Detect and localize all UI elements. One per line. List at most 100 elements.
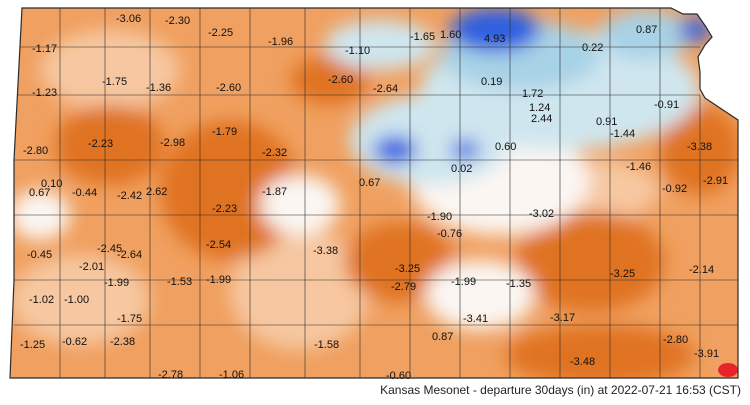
station-value: -1.79 <box>212 126 237 138</box>
station-value: -2.30 <box>165 15 190 27</box>
station-value: 0.91 <box>596 116 617 128</box>
station-value: -1.96 <box>268 36 293 48</box>
station-value: 1.72 <box>522 88 543 100</box>
station-value: -1.17 <box>32 43 57 55</box>
near-normal-region <box>260 175 340 235</box>
station-value: -2.45 <box>97 243 122 255</box>
station-value: -1.90 <box>427 211 452 223</box>
light-dry-region <box>40 30 180 110</box>
station-value: -1.02 <box>29 294 54 306</box>
station-value: -3.41 <box>463 313 488 325</box>
station-value: -2.64 <box>117 249 142 261</box>
station-value: -1.00 <box>64 294 89 306</box>
map-caption: Kansas Mesonet - departure 30days (in) a… <box>380 383 741 397</box>
strong-dry-region <box>160 120 300 260</box>
station-value: 1.24 <box>529 102 550 114</box>
station-value: -2.01 <box>79 261 104 273</box>
station-value: -2.60 <box>216 82 241 94</box>
station-value: 0.87 <box>432 331 453 343</box>
state-outline <box>9 7 739 379</box>
station-value: -2.79 <box>391 281 416 293</box>
station-value: -2.91 <box>703 175 728 187</box>
station-value: -1.65 <box>410 31 435 43</box>
station-value: 0.02 <box>451 163 472 175</box>
station-value: -0.45 <box>27 249 52 261</box>
station-value: -3.48 <box>570 356 595 368</box>
station-value: -0.44 <box>72 187 97 199</box>
station-value: -3.91 <box>694 348 719 360</box>
strong-dry-region <box>515 212 665 312</box>
light-dry-region <box>10 255 150 345</box>
station-value: -3.25 <box>610 268 635 280</box>
county-boundaries <box>14 8 738 378</box>
station-value: -1.46 <box>626 161 651 173</box>
station-value: -1.25 <box>20 339 45 351</box>
station-value: 0.67 <box>359 177 380 189</box>
station-value: -1.35 <box>506 278 531 290</box>
station-value: -1.99 <box>451 276 476 288</box>
station-value: -0.60 <box>386 370 411 382</box>
station-value: -1.99 <box>206 274 231 286</box>
strong-wet-region <box>679 18 711 42</box>
station-value: -2.32 <box>262 147 287 159</box>
shading-blobs <box>10 8 738 378</box>
strong-dry-region <box>55 105 165 185</box>
station-value: -2.80 <box>23 145 48 157</box>
station-value: -0.92 <box>662 183 687 195</box>
station-value: -2.38 <box>110 336 135 348</box>
station-value: -1.23 <box>32 87 57 99</box>
station-value: 0.10 <box>41 178 62 190</box>
station-value: -1.53 <box>167 276 192 288</box>
station-value: -1.06 <box>219 369 244 381</box>
light-wet-region <box>350 95 510 185</box>
station-value: 2.62 <box>146 186 167 198</box>
station-value: -3.25 <box>395 263 420 275</box>
station-value: -1.75 <box>102 76 127 88</box>
strong-wet-region <box>451 140 479 160</box>
station-value: -1.10 <box>345 45 370 57</box>
station-value: 1.60 <box>440 29 461 41</box>
station-value: -2.64 <box>373 83 398 95</box>
strong-wet-region <box>450 8 540 52</box>
station-value: 0.67 <box>29 187 50 199</box>
near-normal-region <box>425 260 535 330</box>
station-value: -2.54 <box>206 239 231 251</box>
station-value: -3.06 <box>116 13 141 25</box>
station-value: -3.38 <box>313 245 338 257</box>
station-value: -3.38 <box>687 141 712 153</box>
light-wet-region <box>325 20 435 70</box>
station-value: -2.14 <box>689 264 714 276</box>
station-value: -1.44 <box>610 128 635 140</box>
station-value: -0.62 <box>62 336 87 348</box>
station-value: -2.23 <box>88 138 113 150</box>
station-value: -2.60 <box>328 74 353 86</box>
station-value: -1.87 <box>262 186 287 198</box>
station-value: 0.60 <box>495 141 516 153</box>
extreme-dry-spot <box>718 363 738 377</box>
station-value: -2.98 <box>160 137 185 149</box>
station-labels: -3.06 -2.30 -1.17 -2.25 -1.96 -1.10 -1.6… <box>20 13 728 382</box>
station-value: 0.19 <box>481 76 502 88</box>
station-value: 0.22 <box>582 42 603 54</box>
mid-wet-region <box>600 10 690 60</box>
station-value: -1.75 <box>117 313 142 325</box>
station-value: -3.02 <box>529 208 554 220</box>
station-value: -2.80 <box>663 334 688 346</box>
station-value: 0.87 <box>636 24 657 36</box>
station-value: -3.17 <box>550 312 575 324</box>
light-dry-region <box>230 230 370 350</box>
station-value: -1.58 <box>314 339 339 351</box>
station-value: -1.36 <box>146 82 171 94</box>
strong-dry-region <box>345 222 455 302</box>
station-value: -2.25 <box>208 27 233 39</box>
station-value: -1.99 <box>104 277 129 289</box>
strong-dry-region <box>505 325 695 378</box>
station-value: -0.76 <box>437 228 462 240</box>
station-value: 4.93 <box>484 33 505 45</box>
station-value: -0.91 <box>654 99 679 111</box>
station-value: 2.44 <box>531 113 552 125</box>
strong-wet-region <box>373 136 417 164</box>
station-value: -2.78 <box>158 369 183 381</box>
